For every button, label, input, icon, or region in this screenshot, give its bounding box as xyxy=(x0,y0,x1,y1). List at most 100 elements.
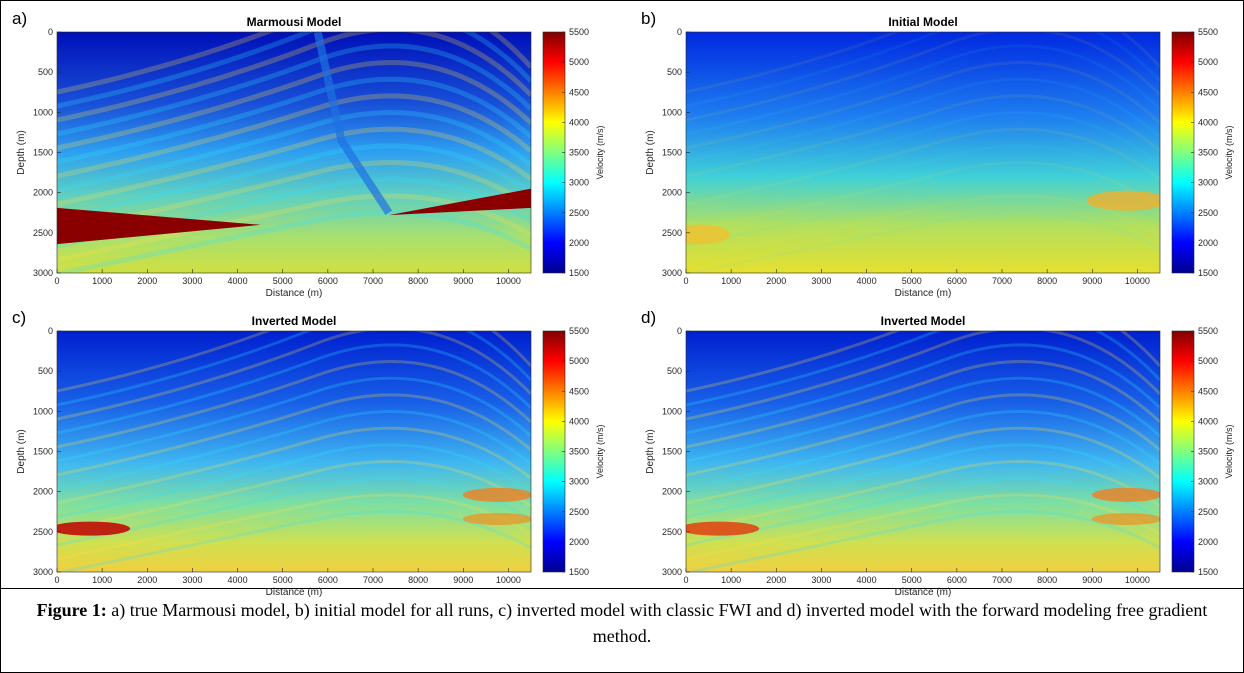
colorbar-tick-label: 4000 xyxy=(1198,117,1218,127)
layer-stripe xyxy=(57,32,531,109)
colorbar-tick-label: 2000 xyxy=(569,238,589,248)
heatmap xyxy=(57,331,531,572)
layer-stripe xyxy=(57,493,531,561)
colorbar-tick-label: 5000 xyxy=(1198,356,1218,366)
x-axis-label: Distance (m) xyxy=(266,587,323,598)
layer-stripe xyxy=(57,110,531,193)
layer-stripe xyxy=(686,510,1160,572)
y-tick-label: 2500 xyxy=(33,228,53,238)
y-axis-label: Depth (m) xyxy=(16,130,27,174)
layer-stripe xyxy=(57,510,531,572)
y-tick-label: 3000 xyxy=(33,268,53,278)
y-tick-label: 1500 xyxy=(33,447,53,457)
panel-label: d) xyxy=(641,308,656,327)
x-tick-label: 8000 xyxy=(408,575,428,585)
colorbar-label: Velocity (m/s) xyxy=(595,424,605,478)
layer-stripe xyxy=(57,76,531,165)
x-tick-label: 6000 xyxy=(318,575,338,585)
y-tick-label: 3000 xyxy=(33,567,53,577)
anomaly xyxy=(1091,487,1160,502)
x-tick-label: 2000 xyxy=(137,276,157,286)
x-tick-label: 3000 xyxy=(811,276,831,286)
layer-stripe xyxy=(686,32,1160,122)
layer-stripe xyxy=(686,331,1160,421)
x-tick-label: 3000 xyxy=(811,575,831,585)
anomaly xyxy=(462,487,531,502)
y-tick-label: 500 xyxy=(667,366,682,376)
colorbar-tick-label: 5500 xyxy=(569,326,589,336)
layer-stripe xyxy=(686,44,1160,136)
x-tick-label: 7000 xyxy=(363,575,383,585)
colorbar-tick-label: 2500 xyxy=(569,208,589,218)
heatmap-field xyxy=(686,331,1160,572)
salt-wedge xyxy=(57,207,261,245)
layer-stripe xyxy=(686,443,1160,519)
x-tick-label: 2000 xyxy=(766,575,786,585)
x-tick-label: 7000 xyxy=(992,276,1012,286)
layer-stripe xyxy=(686,32,1160,108)
layer-stripe xyxy=(686,32,1160,94)
x-tick-label: 5000 xyxy=(273,575,293,585)
colorbar-tick-label: 2500 xyxy=(569,507,589,517)
x-axis-label: Distance (m) xyxy=(895,587,952,598)
y-tick-label: 500 xyxy=(38,366,53,376)
layer-stripe xyxy=(57,376,531,463)
layer-stripe xyxy=(686,111,1160,192)
x-axis-label: Distance (m) xyxy=(895,288,952,299)
colorbar-tick-label: 4500 xyxy=(1198,87,1218,97)
colorbar-label: Velocity (m/s) xyxy=(1224,125,1234,179)
layer-stripe xyxy=(57,410,531,491)
colorbar-tick-label: 3500 xyxy=(1198,447,1218,457)
layer-stripe xyxy=(686,61,1160,150)
y-tick-label: 0 xyxy=(677,27,682,37)
heatmap xyxy=(57,32,531,273)
layer-stripe xyxy=(57,476,531,547)
y-tick-label: 1500 xyxy=(662,148,682,158)
anomaly xyxy=(57,521,131,536)
fault xyxy=(313,32,393,215)
colorbar-tick-label: 1500 xyxy=(569,268,589,278)
x-tick-label: 4000 xyxy=(857,276,877,286)
layer-stripe xyxy=(686,343,1160,435)
colorbar-tick-label: 5000 xyxy=(1198,57,1218,67)
x-tick-label: 9000 xyxy=(1082,276,1102,286)
x-tick-label: 5000 xyxy=(902,276,922,286)
layer-stripe xyxy=(686,376,1160,463)
colorbar xyxy=(1171,330,1195,573)
layer-stripe xyxy=(686,493,1160,561)
x-tick-label: 3000 xyxy=(182,276,202,286)
panel-label: a) xyxy=(12,9,27,28)
caption: Figure 1: a) true Marmousi model, b) ini… xyxy=(10,597,1234,649)
layer-stripe xyxy=(57,426,531,505)
anomaly xyxy=(462,512,531,525)
y-tick-label: 2500 xyxy=(662,228,682,238)
panel-label: b) xyxy=(641,9,656,28)
x-tick-label: 8000 xyxy=(1037,276,1057,286)
layer-stripe xyxy=(686,393,1160,477)
salt-wedge xyxy=(388,188,531,216)
y-tick-label: 3000 xyxy=(662,567,682,577)
x-tick-label: 4000 xyxy=(857,575,877,585)
layer-stripe xyxy=(686,127,1160,206)
colorbar-tick-label: 1500 xyxy=(1198,567,1218,577)
layer-stripe xyxy=(57,460,531,533)
layer-stripe xyxy=(686,360,1160,449)
x-tick-label: 0 xyxy=(54,276,59,286)
colorbar-label: Velocity (m/s) xyxy=(1224,424,1234,478)
layer-stripe xyxy=(686,331,1160,407)
colorbar-tick-label: 4500 xyxy=(1198,386,1218,396)
layer-stripe xyxy=(57,143,531,221)
layer-stripe xyxy=(57,331,531,407)
layer-stripe xyxy=(57,343,531,435)
anomaly xyxy=(686,224,731,245)
layer-stripe xyxy=(57,32,531,95)
anomaly xyxy=(1086,190,1160,211)
colorbar-tick-label: 5500 xyxy=(569,27,589,37)
colorbar-tick-label: 2000 xyxy=(1198,238,1218,248)
layer-stripe xyxy=(686,94,1160,178)
colorbar-tick-label: 5000 xyxy=(569,57,589,67)
colorbar-tick-label: 4000 xyxy=(569,117,589,127)
y-tick-label: 2000 xyxy=(33,487,53,497)
layer-stripe xyxy=(57,43,531,137)
